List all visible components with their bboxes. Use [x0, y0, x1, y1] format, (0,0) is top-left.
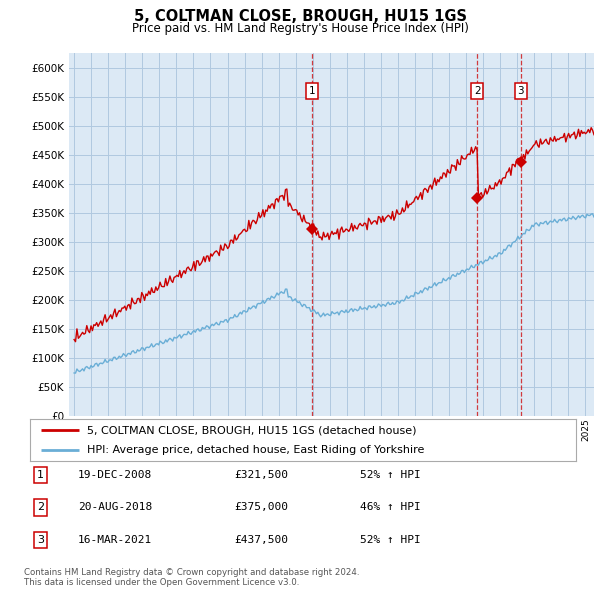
Text: 52% ↑ HPI: 52% ↑ HPI	[360, 470, 421, 480]
Text: 1: 1	[309, 86, 316, 96]
Text: 2: 2	[474, 86, 481, 96]
Text: HPI: Average price, detached house, East Riding of Yorkshire: HPI: Average price, detached house, East…	[88, 445, 425, 455]
Text: Contains HM Land Registry data © Crown copyright and database right 2024.
This d: Contains HM Land Registry data © Crown c…	[24, 568, 359, 587]
Text: 46% ↑ HPI: 46% ↑ HPI	[360, 503, 421, 512]
Text: 5, COLTMAN CLOSE, BROUGH, HU15 1GS (detached house): 5, COLTMAN CLOSE, BROUGH, HU15 1GS (deta…	[88, 425, 417, 435]
Text: £321,500: £321,500	[234, 470, 288, 480]
Text: £437,500: £437,500	[234, 535, 288, 545]
Text: 19-DEC-2008: 19-DEC-2008	[78, 470, 152, 480]
Text: 3: 3	[37, 535, 44, 545]
Text: 3: 3	[518, 86, 524, 96]
Text: 52% ↑ HPI: 52% ↑ HPI	[360, 535, 421, 545]
Text: Price paid vs. HM Land Registry's House Price Index (HPI): Price paid vs. HM Land Registry's House …	[131, 22, 469, 35]
Text: 16-MAR-2021: 16-MAR-2021	[78, 535, 152, 545]
Text: 20-AUG-2018: 20-AUG-2018	[78, 503, 152, 512]
Text: £375,000: £375,000	[234, 503, 288, 512]
Text: 2: 2	[37, 503, 44, 512]
Text: 1: 1	[37, 470, 44, 480]
Text: 5, COLTMAN CLOSE, BROUGH, HU15 1GS: 5, COLTMAN CLOSE, BROUGH, HU15 1GS	[133, 9, 467, 24]
